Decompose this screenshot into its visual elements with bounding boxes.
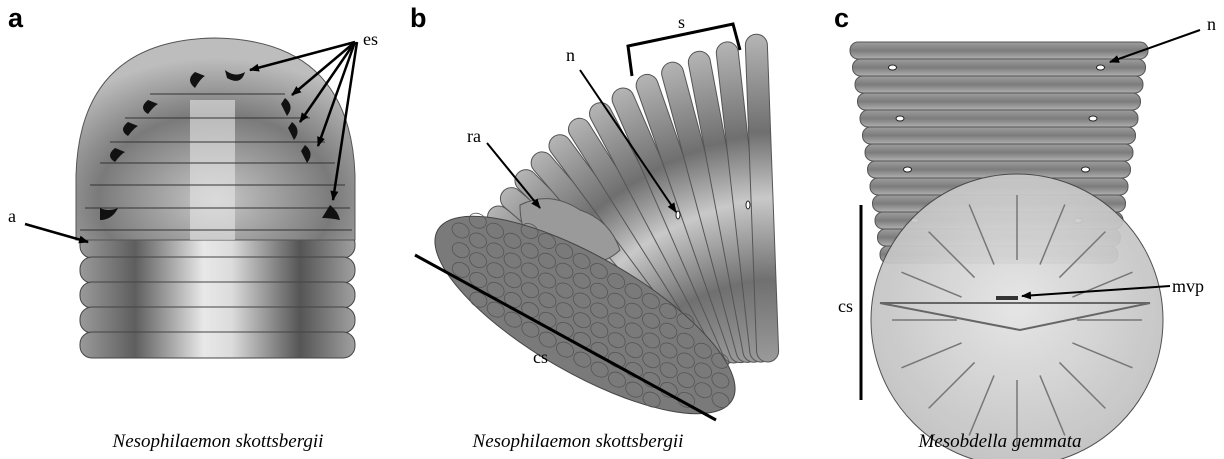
annulus (80, 282, 355, 308)
nephridiopore (1097, 65, 1105, 70)
label-cs: cs (533, 347, 548, 367)
nephridiopore (1082, 167, 1090, 172)
annulus (863, 127, 1136, 144)
mvp (996, 296, 1018, 300)
label-n: n (566, 45, 575, 65)
nephridiopore (1089, 116, 1097, 121)
label-n: n (1207, 14, 1216, 34)
annuli (80, 232, 355, 358)
highlight (190, 100, 235, 240)
label-mvp: mvp (1172, 276, 1204, 296)
label-a: a (8, 206, 16, 226)
panel-b: b s n ra cs Nesophilaemon skottsbergii (409, 3, 779, 452)
nephridiopore (904, 167, 912, 172)
caption: Nesophilaemon skottsbergii (112, 431, 324, 452)
annulus (858, 93, 1141, 110)
nephridiopore (889, 65, 897, 70)
label-cs: cs (838, 296, 853, 316)
nephridiopore (746, 201, 750, 209)
annulus (850, 42, 1148, 59)
annulus (80, 307, 355, 333)
panel-label: b (410, 3, 427, 33)
panel-c: c n cs mvp Mesobdella gemmata (834, 3, 1216, 459)
caption: Mesobdella gemmata (917, 431, 1081, 452)
caption: Nesophilaemon skottsbergii (472, 431, 684, 452)
label-s: s (678, 12, 685, 32)
annulus (80, 332, 355, 358)
panel-label: a (8, 3, 24, 33)
figure: a es a Nesophilaemon skottsbergii b s n … (0, 0, 1224, 459)
panel-label: c (834, 3, 849, 33)
label-es: es (363, 29, 378, 49)
annulus (865, 144, 1133, 161)
annulus (80, 257, 355, 283)
annulus (855, 76, 1143, 93)
label-ra: ra (467, 126, 481, 146)
panel-a: a es a Nesophilaemon skottsbergii (8, 3, 378, 452)
nephridiopore (676, 211, 680, 219)
nephridiopore (896, 116, 904, 121)
